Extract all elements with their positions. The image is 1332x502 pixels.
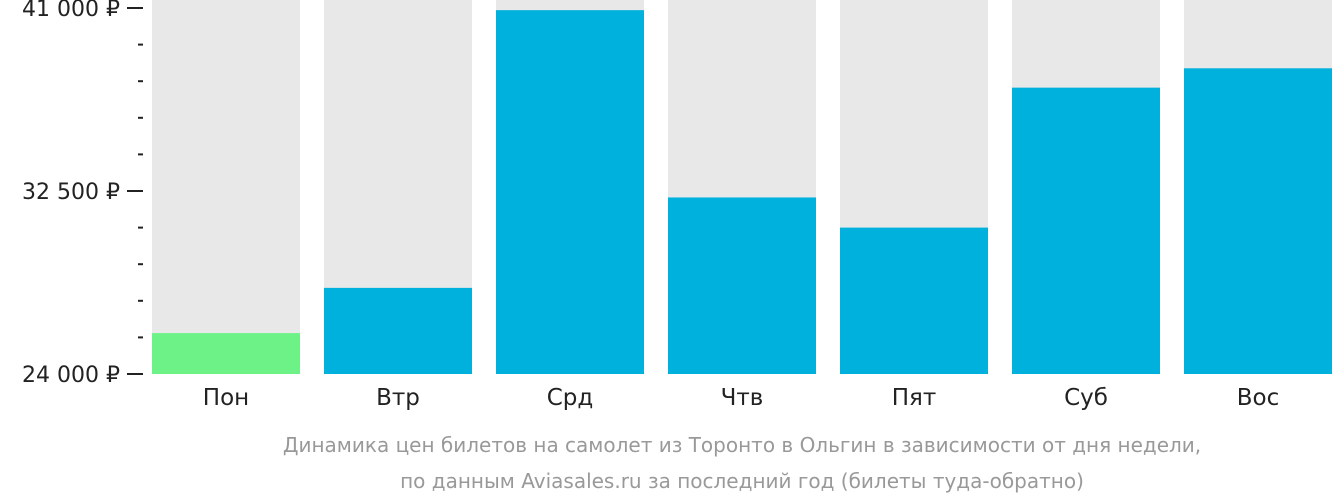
x-tick-label: Пят [892,385,937,411]
bar-Чтв[interactable] [668,197,816,374]
bar-Пон[interactable] [152,333,300,374]
bar-Втр[interactable] [324,287,472,374]
bar-Вос[interactable] [1184,68,1332,375]
caption-line-1: Динамика цен билетов на самолет из Торон… [283,433,1201,457]
bar-Пят[interactable] [840,227,988,374]
bar-Суб[interactable] [1012,87,1160,375]
x-tick-label: Пон [203,385,249,411]
bar-track [152,0,300,374]
bar-Срд[interactable] [496,10,644,374]
x-axis-labels: Пон Втр Срд Чтв Пят Суб Вос [203,385,1279,411]
bars [152,10,1332,375]
x-tick-label: Суб [1064,385,1108,411]
x-tick-label: Втр [376,385,420,411]
caption-line-2: по данным Aviasales.ru за последний год … [400,469,1084,493]
y-axis: 41 000 ₽ 32 500 ₽ 24 000 ₽ [22,0,143,388]
y-tick-label: 24 000 ₽ [22,363,120,388]
x-tick-label: Срд [547,385,594,411]
x-tick-label: Чтв [721,385,764,411]
y-tick-label: 41 000 ₽ [22,0,120,22]
y-tick-label: 32 500 ₽ [22,180,120,205]
x-tick-label: Вос [1237,385,1280,411]
